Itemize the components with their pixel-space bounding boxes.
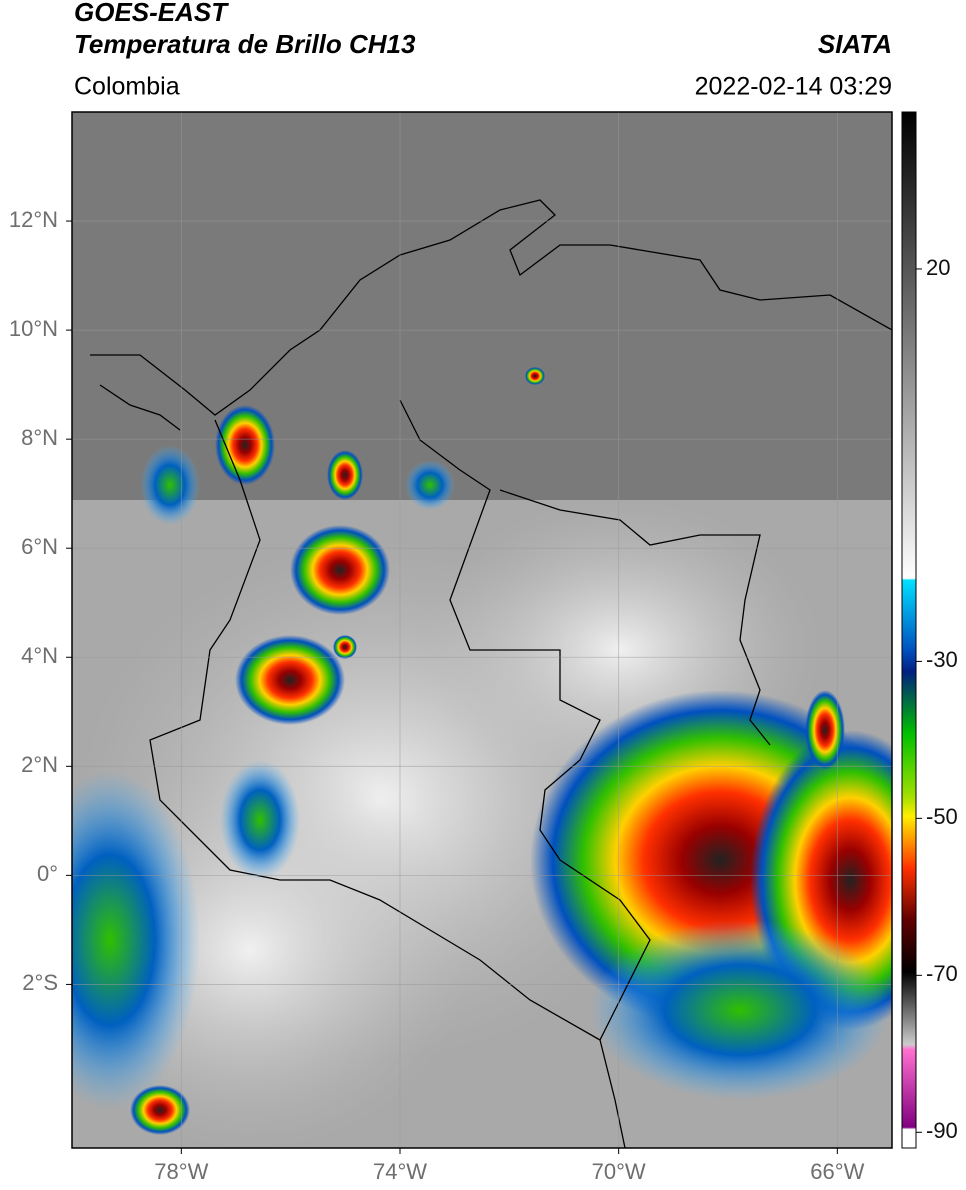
colorbar-tick-label: -90 [926, 1118, 958, 1143]
y-tick-label: 6°N [21, 534, 58, 559]
colorbar [901, 111, 917, 1149]
y-tick-label: 4°N [21, 643, 58, 668]
subtitle: Temperatura de Brillo CH13 [74, 29, 416, 59]
x-tick-label: 78°W [154, 1159, 208, 1184]
region: Colombia [74, 73, 180, 101]
x-tick-label: 74°W [373, 1159, 427, 1184]
colorbar-tick-label: 20 [926, 255, 950, 280]
graticule [72, 112, 892, 1148]
y-tick-label: 10°N [9, 316, 58, 341]
colorbar-tick-label: -50 [926, 804, 958, 829]
y-tick-label: 2°N [21, 752, 58, 777]
title: GOES-EAST [74, 0, 229, 27]
y-tick-label: 8°N [21, 425, 58, 450]
colorbar-tick-label: -70 [926, 961, 958, 986]
y-tick-label: 12°N [9, 207, 58, 232]
x-tick-label: 66°W [810, 1159, 864, 1184]
x-tick-label: 70°W [592, 1159, 646, 1184]
satellite-image [72, 112, 892, 1148]
datetime: 2022-02-14 03:29 [695, 73, 892, 101]
map-frame [71, 111, 893, 1149]
y-tick-label: 2°S [22, 970, 58, 995]
y-tick-label: 0° [37, 861, 58, 886]
colorbar-tick-label: -30 [926, 647, 958, 672]
source: SIATA [818, 29, 892, 59]
